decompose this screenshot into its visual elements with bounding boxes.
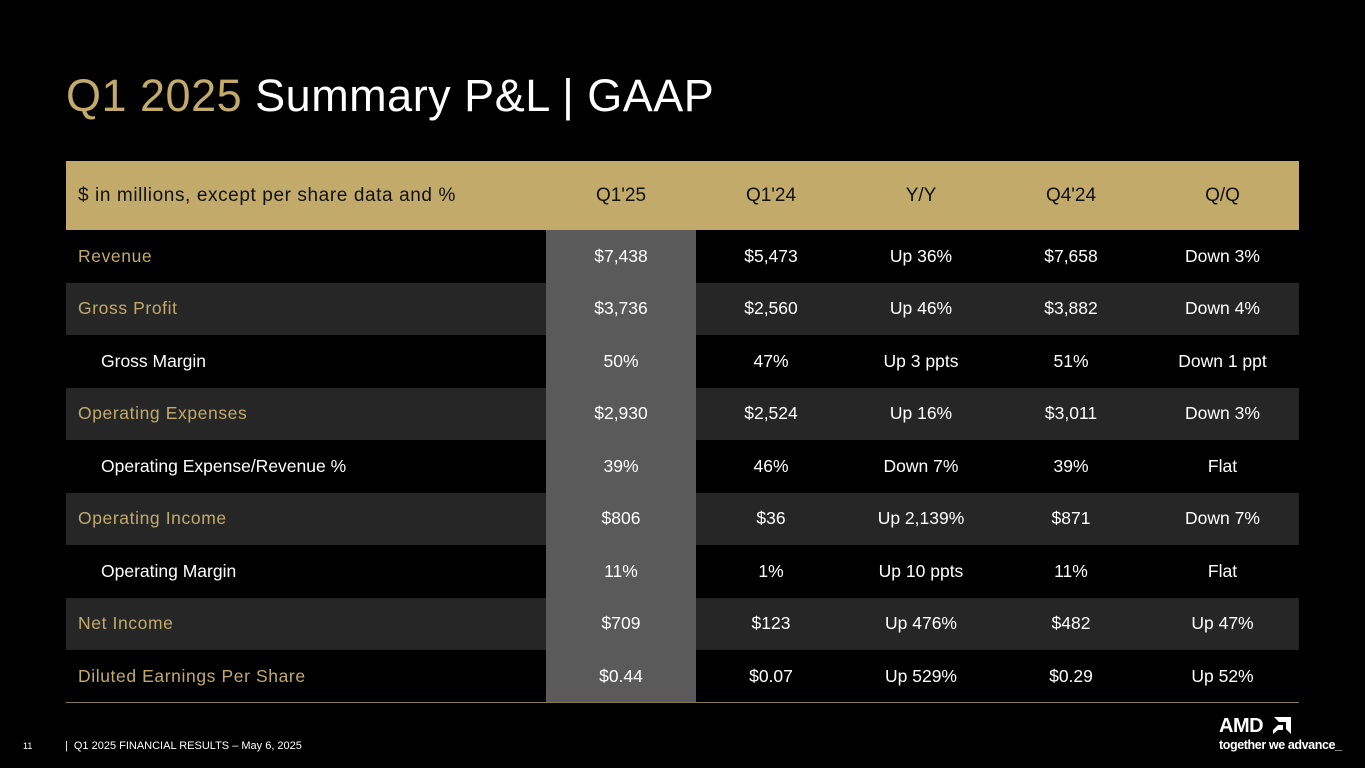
cell-q424: 51% [1053, 350, 1089, 371]
cell-q424: $482 [1051, 613, 1091, 634]
cell-q424: $3,882 [1044, 298, 1098, 319]
page-title: Q1 2025 Summary P&L | GAAP [66, 70, 714, 122]
header-yy: Y/Y [905, 184, 937, 206]
cell-q424: 11% [1054, 560, 1088, 581]
row-label: Operating Expense/Revenue % [101, 455, 347, 476]
table-row: Revenue $7,438 $5,473 Up 36% $7,658 Down… [66, 230, 1299, 283]
logo-wordmark: AMD [1219, 715, 1264, 737]
row-label: Diluted Earnings Per Share [66, 650, 546, 703]
cell-q124: 47% [753, 350, 789, 371]
cell-qq: Down 1 ppt [1178, 350, 1267, 371]
cell-q124: $2,560 [744, 298, 798, 319]
cell-yy: Up 16% [889, 403, 953, 424]
row-label: Operating Margin [101, 560, 237, 581]
header-q124: Q1'24 [745, 184, 797, 206]
cell-q124: $123 [751, 613, 791, 634]
cell-q125: $0.44 [546, 650, 696, 703]
header-q424: Q4'24 [1045, 184, 1097, 206]
cell-q125: $7,438 [546, 230, 696, 283]
cell-qq: Flat [1207, 560, 1238, 581]
cell-yy: Up 3 ppts [883, 350, 959, 371]
header-q125: Q1'25 [595, 184, 647, 206]
cell-q125: $3,736 [546, 282, 696, 335]
cell-yy: Up 46% [889, 298, 953, 319]
cell-q125: $709 [546, 597, 696, 650]
cell-yy: Down 7% [883, 455, 959, 476]
amd-logo: AMD together we advance_ [1219, 715, 1342, 756]
row-label: Revenue [78, 245, 153, 266]
row-label: Gross Margin [101, 350, 207, 371]
cell-qq: Down 7% [1185, 508, 1260, 529]
cell-q124: $0.07 [696, 650, 846, 703]
table-row: Gross Margin 50% 47% Up 3 ppts 51% Down … [66, 335, 1299, 388]
footer: 11 | Q1 2025 FINANCIAL RESULTS – May 6, 20… [23, 740, 302, 752]
amd-arrow-icon [1273, 717, 1291, 734]
cell-q125: 50% [546, 335, 696, 388]
cell-q124: 46% [753, 455, 789, 476]
logo-tagline: together we advance_ [1219, 738, 1342, 752]
row-label: Gross Profit [78, 298, 178, 319]
cell-q125: $2,930 [546, 387, 696, 440]
footer-separator: | [65, 740, 68, 752]
cell-yy: Up 476% [885, 613, 957, 634]
table-row: Operating Income $806 $36 Up 2,139% $871… [66, 492, 1299, 545]
cell-q424: 39% [1053, 455, 1089, 476]
title-rest: Summary P&L | GAAP [255, 70, 715, 121]
table-row: Net Income $709 $123 Up 476% $482 Up 47% [66, 597, 1299, 650]
cell-q124: $36 [756, 508, 786, 529]
cell-yy: Up 10 ppts [878, 560, 964, 581]
footer-text: Q1 2025 FINANCIAL RESULTS – May 6, 2025 [73, 740, 302, 752]
cell-q424: $7,658 [1044, 245, 1098, 266]
cell-yy: Up 2,139% [877, 508, 965, 529]
cell-q125: $806 [546, 492, 696, 545]
cell-qq: Flat [1207, 455, 1238, 476]
page-number: 11 [23, 741, 33, 751]
header-label: $ in millions, except per share data and… [78, 184, 456, 206]
cell-q124: 1% [758, 560, 784, 581]
cell-qq: Down 4% [1185, 298, 1260, 319]
cell-qq: Up 52% [1146, 650, 1299, 703]
cell-q124: $5,473 [744, 245, 798, 266]
cell-qq: Down 3% [1185, 245, 1260, 266]
cell-qq: Down 3% [1185, 403, 1260, 424]
header-qq: Q/Q [1205, 184, 1240, 206]
pl-summary-table: $ in millions, except per share data and… [66, 161, 1299, 703]
title-period: Q1 2025 [66, 70, 243, 121]
cell-q424: $871 [1051, 508, 1091, 529]
cell-q424: $0.29 [996, 650, 1146, 703]
cell-q124: $2,524 [744, 403, 798, 424]
cell-q125: 11% [546, 545, 696, 598]
table-header-row: $ in millions, except per share data and… [66, 161, 1299, 230]
table-row: Operating Expense/Revenue % 39% 46% Down… [66, 440, 1299, 493]
row-label: Operating Income [78, 508, 227, 529]
table-row: Diluted Earnings Per Share $0.44 $0.07 U… [66, 650, 1299, 703]
cell-yy: Up 36% [889, 245, 953, 266]
cell-q424: $3,011 [1044, 403, 1098, 424]
cell-yy: Up 529% [846, 650, 996, 703]
cell-q125: 39% [546, 440, 696, 493]
table-row: Operating Expenses $2,930 $2,524 Up 16% … [66, 387, 1299, 440]
row-label: Net Income [78, 613, 174, 634]
table-row: Gross Profit $3,736 $2,560 Up 46% $3,882… [66, 282, 1299, 335]
table-row: Operating Margin 11% 1% Up 10 ppts 11% F… [66, 545, 1299, 598]
row-label: Operating Expenses [78, 403, 248, 424]
cell-qq: Up 47% [1191, 613, 1254, 634]
